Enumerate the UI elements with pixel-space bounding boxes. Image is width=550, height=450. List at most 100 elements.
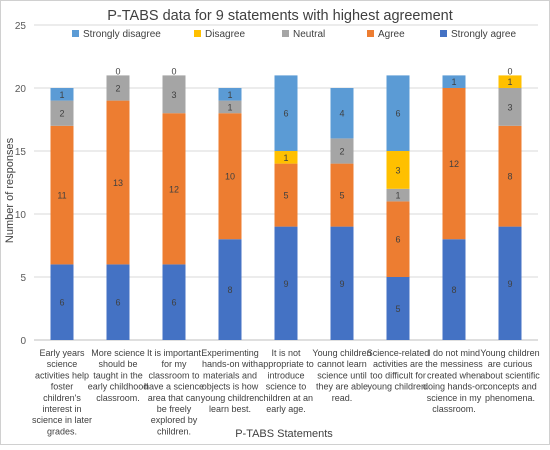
data-label: 1: [227, 90, 232, 100]
x-category-label-line: Young children: [312, 348, 371, 358]
data-label: 1: [507, 77, 512, 87]
data-label: 12: [169, 184, 179, 194]
bar-segment: [106, 264, 130, 340]
data-label: 6: [59, 298, 64, 308]
legend-swatch: [194, 30, 201, 37]
x-category-label-line: hands-on with: [202, 359, 258, 369]
x-category-label-line: activities help: [35, 370, 89, 380]
bar-segment: [106, 75, 130, 101]
x-category-label-line: explored by: [151, 415, 198, 425]
data-label: 5: [395, 304, 400, 314]
bar-segment: [498, 125, 522, 227]
x-category-label-line: Experimenting: [201, 348, 259, 358]
bar-segment: [330, 138, 354, 164]
data-label: 3: [395, 165, 400, 175]
bars: 6112161320612308101019501695245613681200…: [50, 66, 522, 340]
bar-segment: [330, 163, 354, 227]
legend-swatch: [282, 30, 289, 37]
bar-segment: [218, 100, 242, 114]
x-category-label-line: interest in: [42, 404, 81, 414]
data-label: 6: [395, 109, 400, 119]
data-label: 0: [507, 66, 512, 76]
chart-title: P-TABS data for 9 statements with highes…: [107, 8, 453, 24]
x-category-label-line: More science: [91, 348, 145, 358]
bar-segment: [330, 226, 354, 340]
data-label: 10: [225, 172, 235, 182]
x-category-label-line: materials and: [203, 370, 257, 380]
x-category-label-line: objects is how: [202, 382, 259, 392]
bar-segment: [50, 125, 74, 265]
bar-segment: [442, 88, 466, 240]
x-category-label-line: I do not mind: [428, 348, 480, 358]
legend-swatch: [440, 30, 447, 37]
data-label: 9: [339, 279, 344, 289]
x-category-label-line: doing hands-on: [423, 382, 485, 392]
legend-swatch: [367, 30, 374, 37]
bar-segment: [218, 88, 242, 101]
x-category-label-line: the messiness: [425, 359, 483, 369]
data-label: 6: [283, 109, 288, 119]
data-label: 1: [451, 77, 456, 87]
x-category-label-line: children at an: [259, 393, 313, 403]
x-category-label-line: should be: [98, 359, 137, 369]
data-label: 1: [395, 191, 400, 201]
bar-segment: [162, 75, 186, 114]
x-category-label-line: about scientific: [480, 370, 540, 380]
x-category-label-line: children.: [157, 426, 191, 436]
x-category-label-line: science: [47, 359, 78, 369]
x-category-label-line: area that can: [148, 393, 201, 403]
x-category-label-line: have a science: [144, 382, 204, 392]
data-label: 12: [449, 159, 459, 169]
bar-segment: [498, 75, 522, 88]
y-tick-label: 10: [15, 210, 27, 221]
x-category-label-line: introduce: [267, 370, 304, 380]
data-label: 9: [507, 279, 512, 289]
x-category-label-line: science to: [266, 382, 307, 392]
bar-segment: [442, 239, 466, 340]
x-category-label-line: early childhood: [88, 382, 149, 392]
x-category-label-line: It is not: [271, 348, 301, 358]
data-label: 2: [59, 109, 64, 119]
x-category-label-line: grades.: [47, 426, 77, 436]
data-label: 3: [507, 102, 512, 112]
x-category-label-line: concepts and: [483, 382, 537, 392]
data-label: 5: [339, 191, 344, 201]
x-category-label-line: be freely: [157, 404, 192, 414]
bar-segment: [386, 151, 410, 189]
bar-segment: [386, 188, 410, 202]
x-category-label-line: science until: [317, 370, 367, 380]
bar-segment: [386, 277, 410, 340]
data-label: 8: [507, 172, 512, 182]
data-label: 6: [395, 235, 400, 245]
y-tick-label: 0: [20, 336, 26, 347]
x-category-label-line: early age.: [266, 404, 306, 414]
legend-label: Agree: [378, 29, 405, 40]
x-category-label-line: taught in the: [93, 370, 143, 380]
x-category-label-line: for my: [161, 359, 187, 369]
x-category-label-line: Young children: [480, 348, 539, 358]
legend: Strongly disagree Disagree Neutral Agree Str…: [72, 29, 516, 40]
y-tick-label: 5: [20, 273, 26, 284]
x-category-label-line: cannot learn: [317, 359, 367, 369]
y-axis-ticks: 0 5 10 15 20 25: [15, 21, 27, 347]
bar-segment: [442, 75, 466, 88]
data-label: 6: [171, 298, 176, 308]
x-category-label-line: classroom.: [432, 404, 476, 414]
data-label: 1: [283, 153, 288, 163]
data-label: 13: [113, 178, 123, 188]
bar-segment: [162, 113, 186, 265]
bar-segment: [498, 226, 522, 340]
bar-segment: [50, 100, 74, 126]
bar-segment: [106, 100, 130, 265]
x-category-label-line: too difficult for: [370, 370, 426, 380]
bar-segment: [330, 88, 354, 139]
legend-label: Strongly disagree: [83, 29, 161, 40]
x-category-label-line: young children.: [367, 382, 428, 392]
data-label: 11: [57, 191, 66, 201]
bar-segment: [218, 113, 242, 240]
